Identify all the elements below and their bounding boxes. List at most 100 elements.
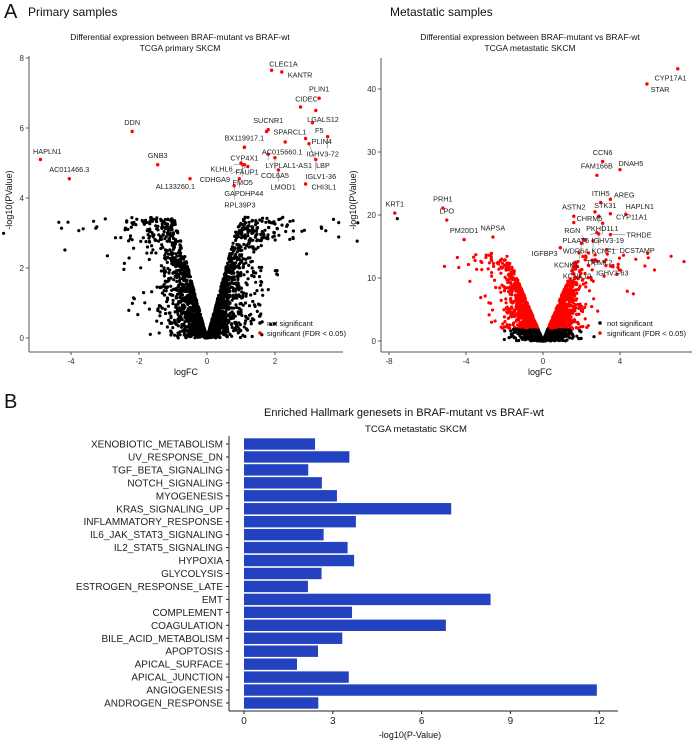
significant-point [505,254,509,258]
not-significant-point [131,296,136,300]
not-significant-point [258,218,262,222]
not-significant-point [162,266,166,270]
significant-point [517,312,521,316]
not-significant-point [534,327,538,332]
not-significant-point [175,310,179,314]
not-significant-point [246,242,250,246]
not-significant-point [173,333,177,337]
not-significant-point [230,247,234,251]
not-significant-point [217,305,221,309]
not-significant-point [177,260,181,264]
not-significant-point [234,236,238,240]
not-significant-point [194,322,198,326]
labeled-gene-point [462,237,466,242]
not-significant-point [130,238,134,242]
not-significant-point [192,317,196,322]
not-significant-point [234,238,238,242]
not-significant-point [160,243,164,247]
not-significant-point [530,331,534,335]
significant-point [508,285,512,289]
not-significant-point [167,278,171,282]
not-significant-point [185,261,189,265]
not-significant-point [237,229,241,233]
not-significant-point [159,237,163,241]
not-significant-point [143,301,147,305]
not-significant-point [158,314,162,318]
gene-label: DNAH5 [619,159,644,168]
labeled-gene-point [491,235,495,239]
not-significant-point [248,256,252,260]
significant-point [563,297,567,301]
x-tick-label: 2 [273,357,278,366]
not-significant-point [247,220,251,224]
not-significant-point [191,286,195,290]
not-significant-point [244,257,248,261]
significant-point [574,288,578,292]
not-significant-point [231,289,235,293]
not-significant-point [174,296,178,300]
labeled-gene-point [393,211,397,215]
chart-subtitle: TCGA metastatic SKCM [484,43,575,53]
significant-point [510,265,514,269]
not-significant-point [242,225,246,229]
not-significant-point [547,331,551,335]
labeled-gene-point [608,197,613,201]
significant-point [552,312,556,317]
significant-point [593,253,597,257]
not-significant-point [254,219,258,223]
gene-label: CCN6 [593,148,613,157]
not-significant-point [194,298,198,302]
x-tick-label: 4 [618,357,623,366]
not-significant-point [337,235,341,239]
significant-point [519,301,523,305]
label-leader-line [590,232,597,236]
significant-point [617,256,622,260]
not-significant-point [179,246,183,250]
not-significant-point [165,239,169,243]
not-significant-point [163,253,167,257]
not-significant-point [252,318,256,322]
not-significant-point [231,281,235,285]
not-significant-point [151,248,155,252]
not-significant-point [176,331,180,335]
significant-point [577,251,581,255]
labeled-gene-point [595,173,599,178]
not-significant-point [250,274,254,278]
not-significant-point [180,323,184,327]
not-significant-point [174,252,178,256]
gene-label: LBP [316,161,330,170]
significant-point [578,306,582,310]
not-significant-point [250,266,254,270]
not-significant-point [300,229,304,233]
not-significant-point [160,291,164,295]
not-significant-point [222,299,226,303]
y-tick-label: 8 [20,54,25,63]
not-significant-point [538,333,542,337]
y-tick-label: 10 [367,274,376,283]
not-significant-point [177,292,181,296]
significant-point [575,297,579,301]
not-significant-point [155,319,159,323]
gene-label: IGFBP3 [532,249,558,258]
significant-point [583,258,587,262]
significant-point [625,289,629,293]
not-significant-point [193,302,197,306]
not-significant-point [178,295,182,300]
significant-point [490,271,494,275]
gene-label: DCSTAMP [620,246,655,255]
significant-point [567,313,571,317]
not-significant-point [247,245,251,249]
not-significant-point [168,248,172,252]
significant-point [529,315,533,319]
not-significant-point [183,327,187,331]
not-significant-point [245,283,249,287]
significant-point [480,268,484,272]
not-significant-point [81,227,85,231]
not-significant-point [230,278,234,282]
significant-point [498,286,502,290]
significant-point [514,319,518,323]
not-significant-point [183,320,187,324]
significant-point [580,268,584,272]
label-leader-line [592,260,596,268]
significant-point [490,320,494,324]
